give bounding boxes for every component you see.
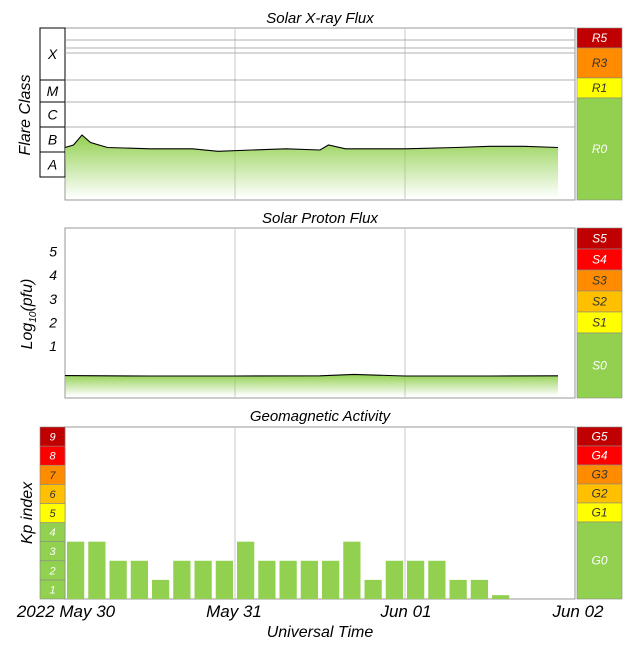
flare-class-label-m: M [47, 83, 59, 99]
proton-flux-area [65, 374, 558, 396]
kp-bar [322, 560, 340, 599]
flare-class-label-x: X [47, 46, 58, 62]
scale-label-s3: S3 [592, 274, 607, 288]
kp-label-2: 2 [48, 565, 55, 577]
kp-bar [385, 560, 403, 599]
kp-bar [279, 560, 297, 599]
flare-class-box-x [39, 27, 66, 81]
scale-label-r0: R0 [592, 142, 608, 156]
kp-bar [343, 541, 361, 599]
x-tick-1: May 31 [206, 602, 262, 621]
scale-cell-g0 [576, 521, 623, 600]
proton-ytick-4: 4 [49, 267, 57, 283]
kp-bar [407, 560, 425, 599]
scale-label-g1: G1 [591, 506, 607, 520]
flare-class-label-b: B [48, 132, 57, 148]
xray-ylabel: Flare Class [17, 75, 34, 156]
plot-area-proton [64, 227, 576, 399]
scale-cell-r0 [576, 97, 623, 201]
kp-label-9: 9 [49, 432, 55, 444]
kp-bar [470, 579, 488, 599]
x-axis-label: Universal Time [267, 624, 374, 641]
kp-bar [109, 560, 127, 599]
scale-label-g5: G5 [591, 430, 607, 444]
flare-class-box-c [39, 101, 66, 128]
scale-label-s4: S4 [592, 253, 607, 267]
kp-bar [215, 560, 233, 599]
scale-cell-r3 [576, 47, 623, 79]
kp-bar [449, 579, 467, 599]
scale-cell-s0 [576, 332, 623, 399]
geomag-title: Geomagnetic Activity [250, 408, 392, 425]
proton-ytick-5: 5 [49, 244, 57, 260]
scale-label-s0: S0 [592, 359, 607, 373]
kp-bar [67, 541, 85, 599]
kp-label-3: 3 [49, 546, 56, 558]
flare-class-label-a: A [47, 157, 57, 173]
kp-bar [173, 560, 191, 599]
kp-bar [300, 560, 318, 599]
proton-ytick-3: 3 [49, 291, 57, 307]
xray-title: Solar X-ray Flux [266, 10, 374, 27]
scale-label-g3: G3 [591, 468, 607, 482]
kp-bar [237, 541, 255, 599]
xray-flux-line [64, 134, 559, 152]
scale-label-s2: S2 [592, 295, 607, 309]
scale-label-g2: G2 [591, 487, 607, 501]
proton-ytick-2: 2 [48, 314, 57, 330]
kp-cell-9 [39, 426, 66, 447]
x-tick-3: Jun 02 [551, 602, 604, 621]
x-tick-2: Jun 01 [379, 602, 431, 621]
kp-bar [130, 560, 148, 599]
scale-label-g4: G4 [591, 449, 607, 463]
scale-label-r5: R5 [592, 31, 608, 45]
kp-bar [194, 560, 212, 599]
kp-label-6: 6 [49, 489, 56, 501]
kp-label-7: 7 [49, 470, 56, 482]
flare-class-box-b [39, 126, 66, 153]
kp-label-5: 5 [49, 508, 56, 520]
scale-label-s5: S5 [592, 232, 607, 246]
scale-label-r3: R3 [592, 56, 608, 70]
proton-ytick-1: 1 [49, 338, 57, 354]
kp-bar [88, 541, 106, 599]
geomag-ylabel: Kp index [19, 481, 36, 544]
x-tick-0: 2022 May 30 [16, 602, 116, 621]
plot-area-geomag [64, 426, 576, 600]
kp-bar [258, 560, 276, 599]
scale-label-g0: G0 [591, 554, 607, 568]
kp-label-4: 4 [49, 527, 55, 539]
proton-title: Solar Proton Flux [262, 210, 378, 227]
flare-class-label-c: C [47, 107, 58, 123]
kp-bar [492, 595, 510, 599]
proton-flux-line [64, 373, 559, 377]
scale-label-s1: S1 [592, 316, 607, 330]
proton-ylabel: Log10(pfu) [19, 279, 39, 350]
kp-bar [428, 560, 446, 599]
kp-bar [364, 579, 382, 599]
kp-label-8: 8 [49, 451, 56, 463]
kp-bar [152, 579, 170, 599]
kp-label-1: 1 [49, 584, 55, 596]
scale-label-r1: R1 [592, 81, 607, 95]
xray-flux-area [65, 135, 558, 198]
